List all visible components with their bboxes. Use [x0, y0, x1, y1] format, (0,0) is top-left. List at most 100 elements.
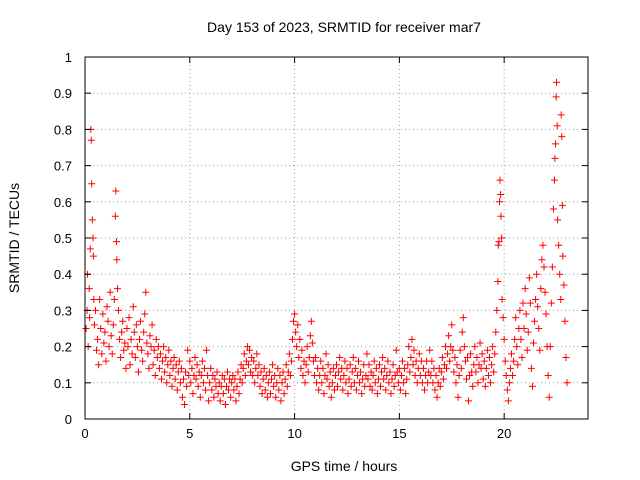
y-tick-label: 0.4 — [54, 267, 72, 282]
data-point — [444, 350, 452, 358]
data-point — [152, 335, 160, 343]
data-point — [168, 382, 176, 390]
data-point — [362, 372, 370, 380]
data-point — [99, 310, 107, 318]
data-point — [133, 343, 141, 351]
data-point — [328, 379, 336, 387]
data-point — [367, 368, 375, 376]
data-point — [516, 306, 524, 314]
data-point — [286, 372, 294, 380]
data-point — [297, 364, 305, 372]
data-point — [150, 346, 158, 354]
data-point — [474, 379, 482, 387]
data-point — [329, 364, 337, 372]
data-point — [330, 386, 338, 394]
data-point — [342, 379, 350, 387]
data-point — [353, 372, 361, 380]
data-point — [521, 285, 529, 293]
data-point — [379, 353, 387, 361]
data-point — [351, 364, 359, 372]
data-point — [274, 364, 282, 372]
data-point — [388, 375, 396, 383]
data-point — [553, 122, 561, 130]
data-point — [130, 328, 138, 336]
data-point — [222, 382, 230, 390]
data-point — [283, 382, 291, 390]
data-point — [408, 335, 416, 343]
data-point — [561, 317, 569, 325]
data-point — [473, 353, 481, 361]
data-point — [484, 372, 492, 380]
data-point — [559, 252, 567, 260]
data-point — [326, 368, 334, 376]
data-point — [234, 368, 242, 376]
data-point — [557, 111, 565, 119]
data-point — [372, 364, 380, 372]
data-point — [290, 317, 298, 325]
data-point — [160, 343, 168, 351]
data-point — [489, 343, 497, 351]
data-point — [147, 343, 155, 351]
data-point — [558, 201, 566, 209]
data-point — [498, 296, 506, 304]
data-point — [463, 353, 471, 361]
data-point — [499, 314, 507, 322]
data-point — [366, 382, 374, 390]
data-point — [187, 379, 195, 387]
data-point — [85, 285, 93, 293]
data-point — [275, 386, 283, 394]
data-point — [322, 350, 330, 358]
data-point — [506, 364, 514, 372]
data-point — [188, 364, 196, 372]
data-point — [532, 296, 540, 304]
data-point — [450, 368, 458, 376]
data-point — [230, 386, 238, 394]
data-point — [558, 133, 566, 141]
data-point — [155, 364, 163, 372]
data-point — [491, 350, 499, 358]
data-point — [392, 346, 400, 354]
data-point — [218, 372, 226, 380]
data-point — [294, 321, 302, 329]
data-point — [384, 357, 392, 365]
data-point — [476, 339, 484, 347]
x-tick-label: 0 — [81, 426, 88, 441]
y-axis-ticks: 0 0.1 0.2 0.3 0.4 0.5 0.6 0.7 0.8 0.9 1 — [54, 50, 588, 427]
data-point — [293, 343, 301, 351]
data-point — [178, 393, 186, 401]
data-point — [550, 176, 558, 184]
data-point — [110, 296, 118, 304]
data-point — [116, 335, 124, 343]
data-point — [472, 368, 480, 376]
data-point — [512, 314, 520, 322]
data-point — [197, 372, 205, 380]
data-point — [177, 364, 185, 372]
data-point — [170, 353, 178, 361]
data-point — [432, 372, 440, 380]
data-point — [449, 346, 457, 354]
data-point — [393, 368, 401, 376]
data-point — [462, 375, 470, 383]
data-point — [533, 270, 541, 278]
data-point — [315, 386, 323, 394]
data-point — [525, 274, 533, 282]
data-point — [282, 361, 290, 369]
data-point — [410, 346, 418, 354]
data-point — [396, 386, 404, 394]
data-point — [258, 390, 266, 398]
data-point — [378, 368, 386, 376]
data-point — [182, 368, 190, 376]
data-point — [233, 382, 241, 390]
data-point — [122, 364, 130, 372]
data-point — [295, 353, 303, 361]
data-point — [370, 357, 378, 365]
y-tick-label: 0.7 — [54, 159, 72, 174]
data-point — [471, 343, 479, 351]
data-point — [146, 332, 154, 340]
data-point — [387, 390, 395, 398]
data-point — [96, 296, 104, 304]
data-point — [161, 368, 169, 376]
data-point — [184, 346, 192, 354]
data-point — [562, 353, 570, 361]
data-point — [251, 379, 259, 387]
